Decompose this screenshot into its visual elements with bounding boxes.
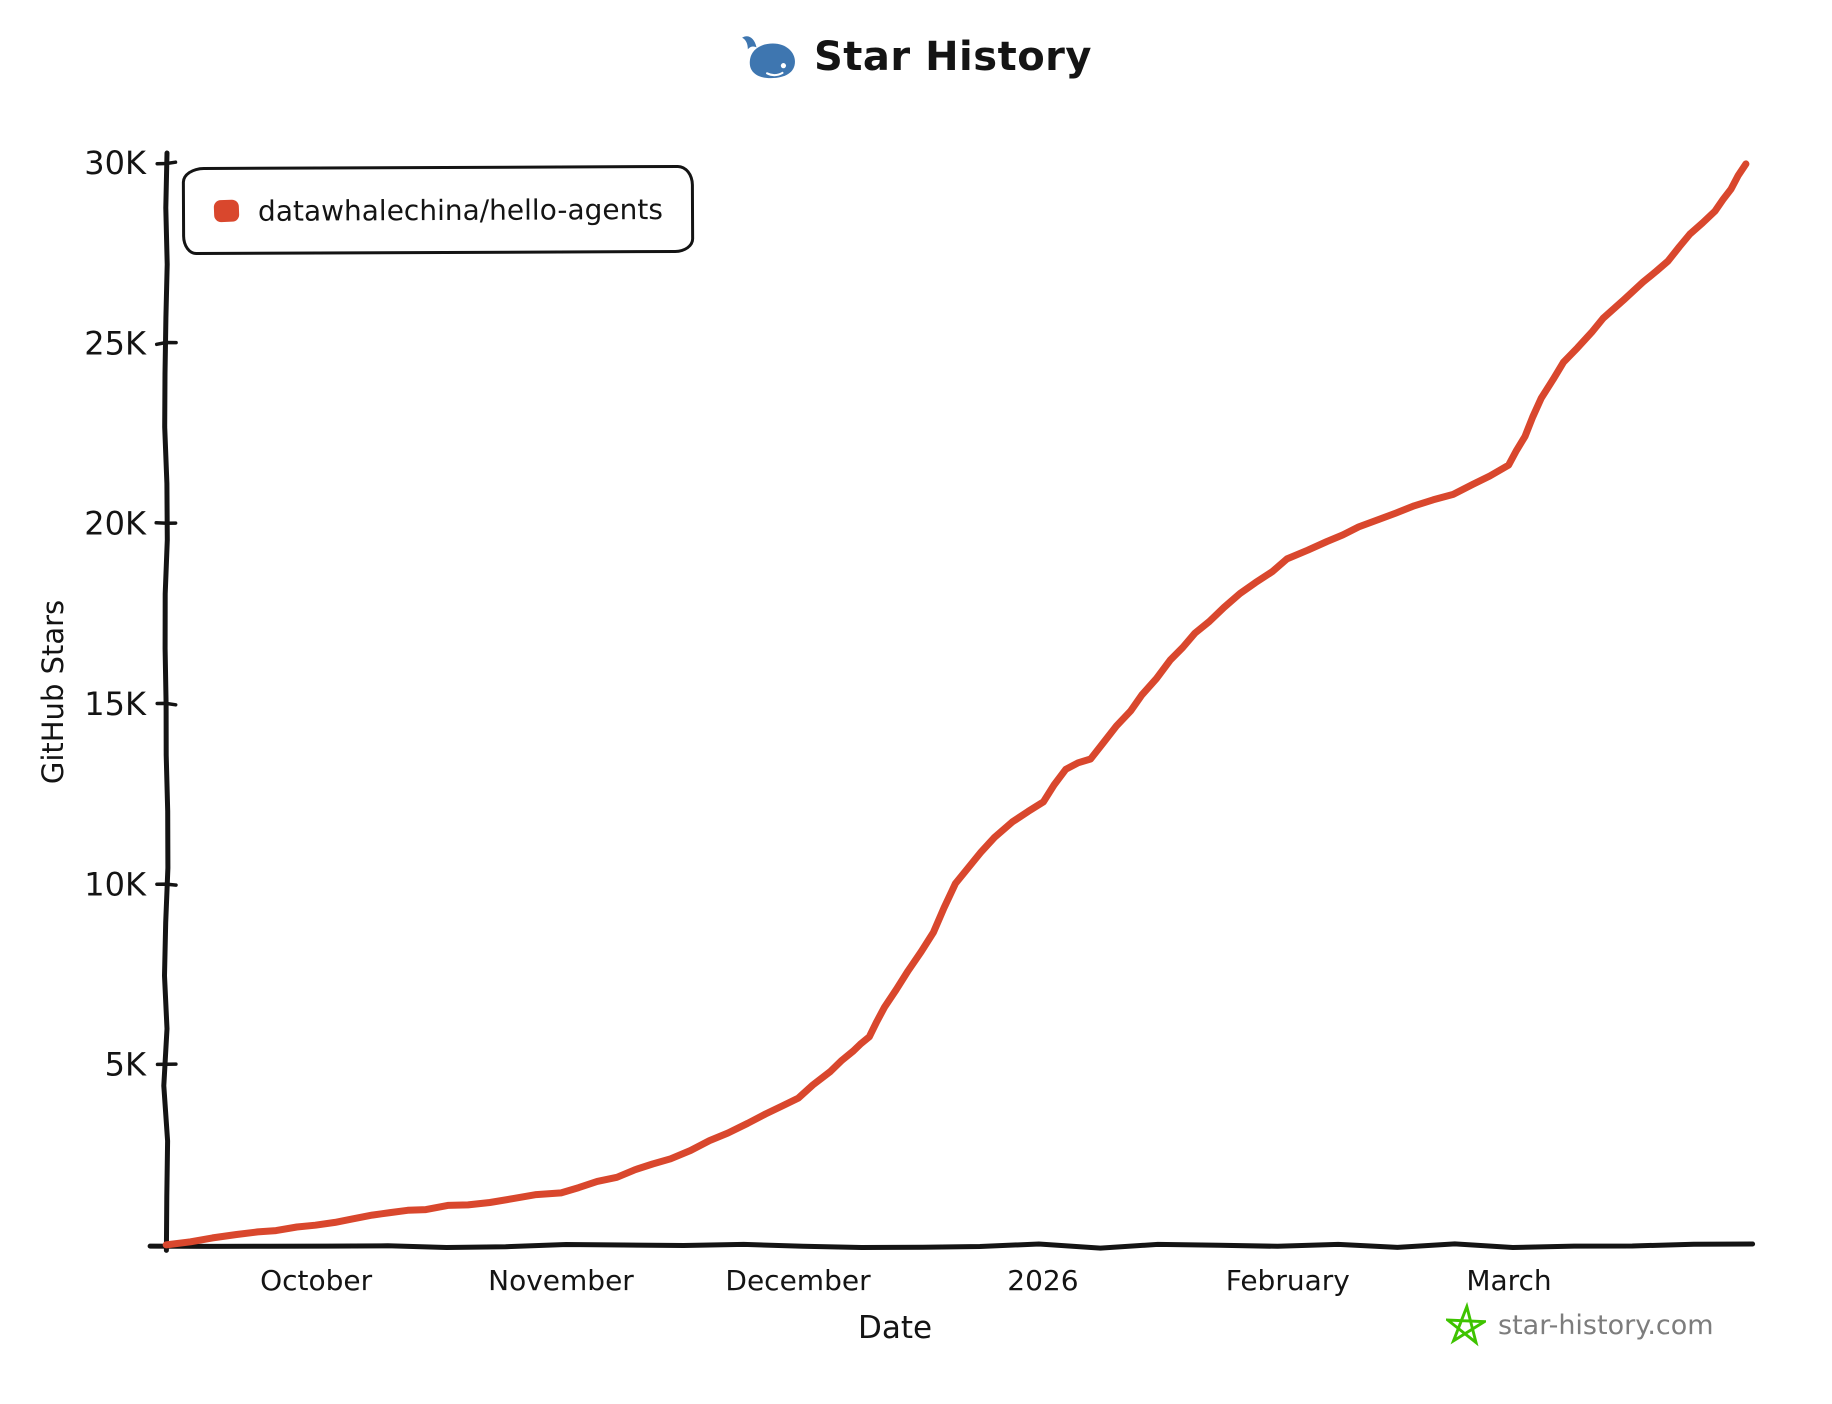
y-tick	[154, 521, 178, 526]
y-tick	[155, 160, 178, 166]
y-tick-label: 30K	[84, 144, 147, 182]
y-tick-label: 5K	[105, 1046, 147, 1084]
y-tick	[154, 340, 178, 347]
star-icon	[1446, 1302, 1486, 1347]
legend-label: datawhalechina/hello-agents	[257, 192, 663, 228]
x-tick-label: 2026	[1007, 1264, 1078, 1297]
chart-header: Star History	[0, 32, 1832, 82]
x-tick-label: February	[1226, 1264, 1350, 1297]
watermark-link[interactable]: star-history.com	[1446, 1302, 1714, 1348]
y-tick	[155, 701, 178, 707]
legend-swatch	[213, 199, 240, 223]
legend: datawhalechina/hello-agents	[181, 164, 695, 256]
y-tick	[155, 882, 178, 887]
y-tick-label: 10K	[84, 865, 147, 903]
x-axis-title: Date	[857, 1310, 933, 1346]
x-tick-label: December	[725, 1264, 871, 1297]
whale-icon	[742, 36, 795, 79]
x-tick-label: October	[260, 1264, 373, 1297]
x-axis	[147, 1241, 1756, 1251]
series-line	[162, 160, 1750, 1249]
y-axis-title: GitHub Stars	[36, 599, 70, 785]
y-tick-label: 25K	[84, 324, 147, 362]
y-tick-label: 20K	[84, 505, 147, 543]
x-tick-label: November	[488, 1264, 634, 1297]
watermark-text: star-history.com	[1498, 1309, 1714, 1341]
x-tick-label: March	[1466, 1264, 1551, 1297]
y-tick-label: 15K	[84, 685, 147, 723]
page-title: Star History	[814, 34, 1092, 80]
